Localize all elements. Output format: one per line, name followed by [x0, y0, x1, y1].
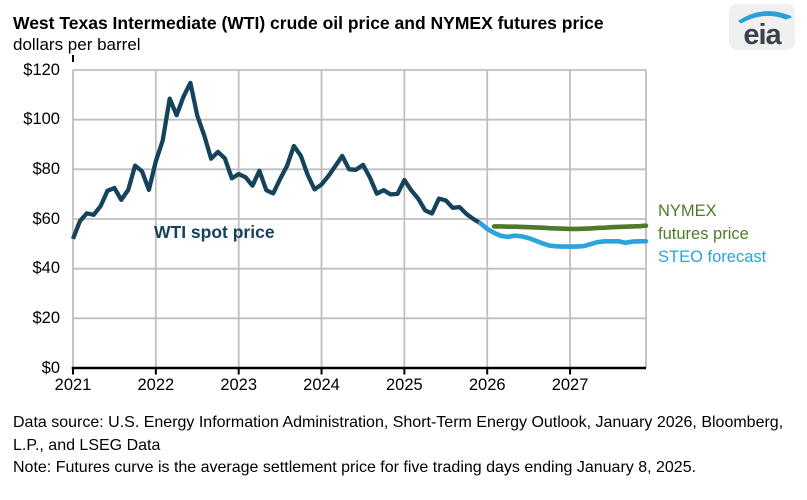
- data-source-note: Data source: U.S. Energy Information Adm…: [13, 414, 784, 454]
- nymex-futures-price-line: [491, 223, 649, 232]
- page-title: West Texas Intermediate (WTI) crude oil …: [13, 13, 604, 33]
- eia-logo-graphic: eia: [738, 11, 792, 51]
- x-axis-label: 2027: [551, 376, 589, 394]
- x-axis-label: 2022: [137, 376, 175, 394]
- x-axis-label: 2026: [468, 376, 506, 394]
- steo-forecast-legend: STEO forecast: [658, 248, 767, 266]
- eia-swoosh-icon: [738, 11, 792, 24]
- eia-logo-text: eia: [743, 19, 782, 50]
- nymex-futures-legend: NYMEX futures price: [658, 200, 749, 246]
- x-axis-label: 2021: [54, 376, 92, 394]
- chart-units-subtitle: dollars per barrel: [13, 35, 141, 54]
- eia-logo: eia: [729, 4, 795, 51]
- futures-curve-note: Note: Futures curve is the average settl…: [13, 459, 697, 476]
- wti-spot-price-label: WTI spot price: [154, 222, 275, 242]
- steo-forecast-line: [477, 220, 649, 249]
- y-axis-label: $40: [32, 259, 60, 278]
- y-axis-label: $100: [23, 110, 60, 129]
- x-axis-label: 2024: [303, 376, 340, 394]
- y-axis-label: $20: [32, 308, 60, 327]
- x-axis-label: 2023: [220, 376, 258, 394]
- x-axis-label: 2025: [386, 376, 423, 394]
- nymex-legend-line2: futures price: [658, 225, 749, 243]
- wti-spot-price-line: [70, 80, 482, 240]
- y-axis-label: $120: [23, 60, 60, 79]
- y-axis-label: $60: [32, 209, 60, 228]
- y-axis-label: $80: [32, 159, 60, 178]
- nymex-legend-line1: NYMEX: [658, 202, 717, 220]
- y-axis-label: $0: [41, 358, 60, 377]
